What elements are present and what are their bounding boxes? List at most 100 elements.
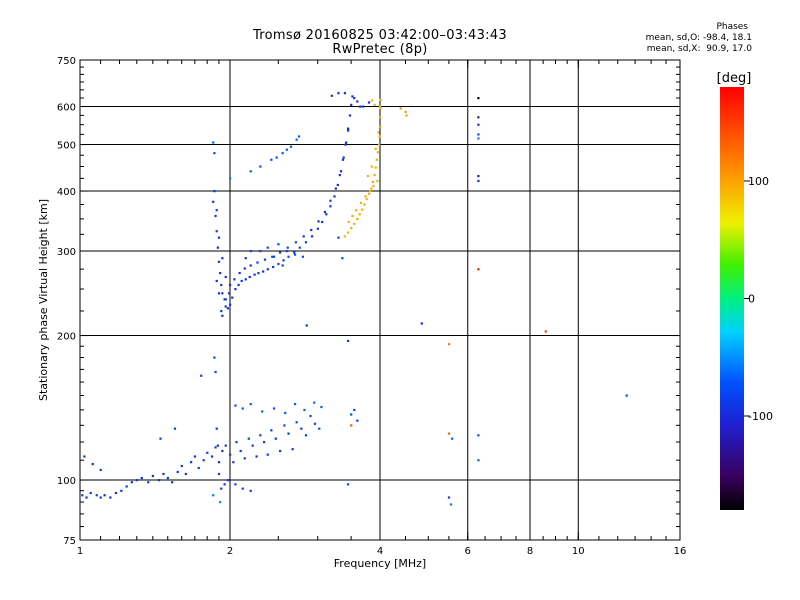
data-point [227, 292, 231, 295]
y-tick-label: 600 [57, 103, 76, 114]
data-point [241, 407, 244, 410]
data-point [350, 424, 353, 427]
data-point [283, 424, 286, 427]
data-point [272, 265, 275, 269]
data-point [477, 268, 480, 271]
data-point [348, 114, 352, 117]
data-point [342, 156, 345, 159]
data-point [303, 408, 306, 412]
data-point [285, 148, 288, 151]
colorbar [720, 87, 744, 510]
data-point [261, 410, 264, 413]
data-point [89, 491, 92, 495]
data-point [477, 179, 480, 183]
data-point [249, 403, 252, 406]
data-point [320, 405, 323, 409]
data-point [405, 114, 408, 117]
data-point [309, 414, 312, 418]
x-tick-label: 1 [77, 546, 83, 557]
data-point [274, 437, 277, 440]
data-point [341, 158, 345, 161]
data-point [346, 127, 350, 130]
phases-stats-o: mean, sd,O: -98.4, 18.1 [645, 33, 752, 43]
data-point [359, 105, 362, 108]
data-point [224, 275, 227, 279]
data-point [373, 173, 376, 177]
data-point [176, 470, 179, 474]
data-point [83, 455, 86, 458]
data-point [477, 174, 480, 178]
y-axis-label: Stationary phase Virtual Height [km] [37, 199, 50, 401]
data-point [379, 98, 382, 101]
data-point [345, 141, 348, 144]
data-point [477, 459, 480, 462]
data-point [291, 448, 294, 451]
data-point [477, 123, 480, 126]
chart-subtitle: RwPretec (8p) [332, 42, 428, 57]
data-point [304, 434, 308, 437]
data-point [200, 374, 203, 377]
data-point [329, 199, 332, 202]
data-point [371, 180, 375, 184]
data-point [249, 489, 252, 492]
data-point [231, 296, 234, 299]
data-point [301, 255, 305, 258]
data-point [251, 444, 254, 447]
data-point [295, 421, 298, 424]
x-axis-label: Frequency [MHz] [334, 557, 426, 570]
data-point [318, 427, 321, 430]
data-point [367, 101, 371, 104]
data-point [184, 472, 187, 476]
data-point [356, 419, 359, 422]
data-point [202, 459, 205, 462]
data-point [286, 246, 289, 249]
data-point [270, 429, 273, 432]
data-point [243, 457, 246, 460]
data-point [217, 461, 221, 464]
y-tick-label: 100 [57, 476, 76, 487]
data-point [233, 278, 236, 281]
data-point [373, 103, 376, 106]
data-point [259, 165, 262, 168]
data-point [366, 174, 369, 178]
data-point [376, 151, 380, 154]
data-point [350, 227, 353, 230]
data-point [360, 208, 364, 211]
data-point [212, 141, 215, 144]
data-point [217, 292, 221, 295]
data-point [377, 143, 381, 146]
data-point [310, 228, 313, 232]
data-point [217, 260, 221, 263]
data-point [477, 137, 480, 140]
data-point [313, 401, 316, 404]
data-point [343, 92, 347, 95]
data-point [214, 370, 217, 374]
data-point [369, 190, 372, 193]
data-point [279, 251, 282, 254]
data-point [229, 303, 232, 306]
data-point [224, 305, 227, 308]
data-point [215, 427, 218, 430]
data-point [221, 257, 224, 260]
data-point [239, 449, 242, 453]
data-point [295, 138, 298, 141]
data-point [370, 165, 373, 168]
data-point [220, 487, 223, 490]
grid-lines [80, 60, 680, 540]
data-point [213, 190, 216, 193]
data-point [238, 271, 241, 275]
data-point [275, 156, 278, 159]
data-point [277, 262, 280, 266]
data-point [213, 152, 216, 155]
data-point [215, 230, 218, 233]
data-point [281, 152, 284, 155]
data-point [103, 494, 106, 497]
data-point [363, 203, 366, 206]
data-point [171, 481, 174, 484]
data-point [217, 236, 221, 239]
data-point [114, 491, 118, 495]
data-point [235, 441, 238, 444]
data-point [130, 481, 133, 484]
data-point [220, 309, 223, 313]
data-point [221, 449, 224, 453]
